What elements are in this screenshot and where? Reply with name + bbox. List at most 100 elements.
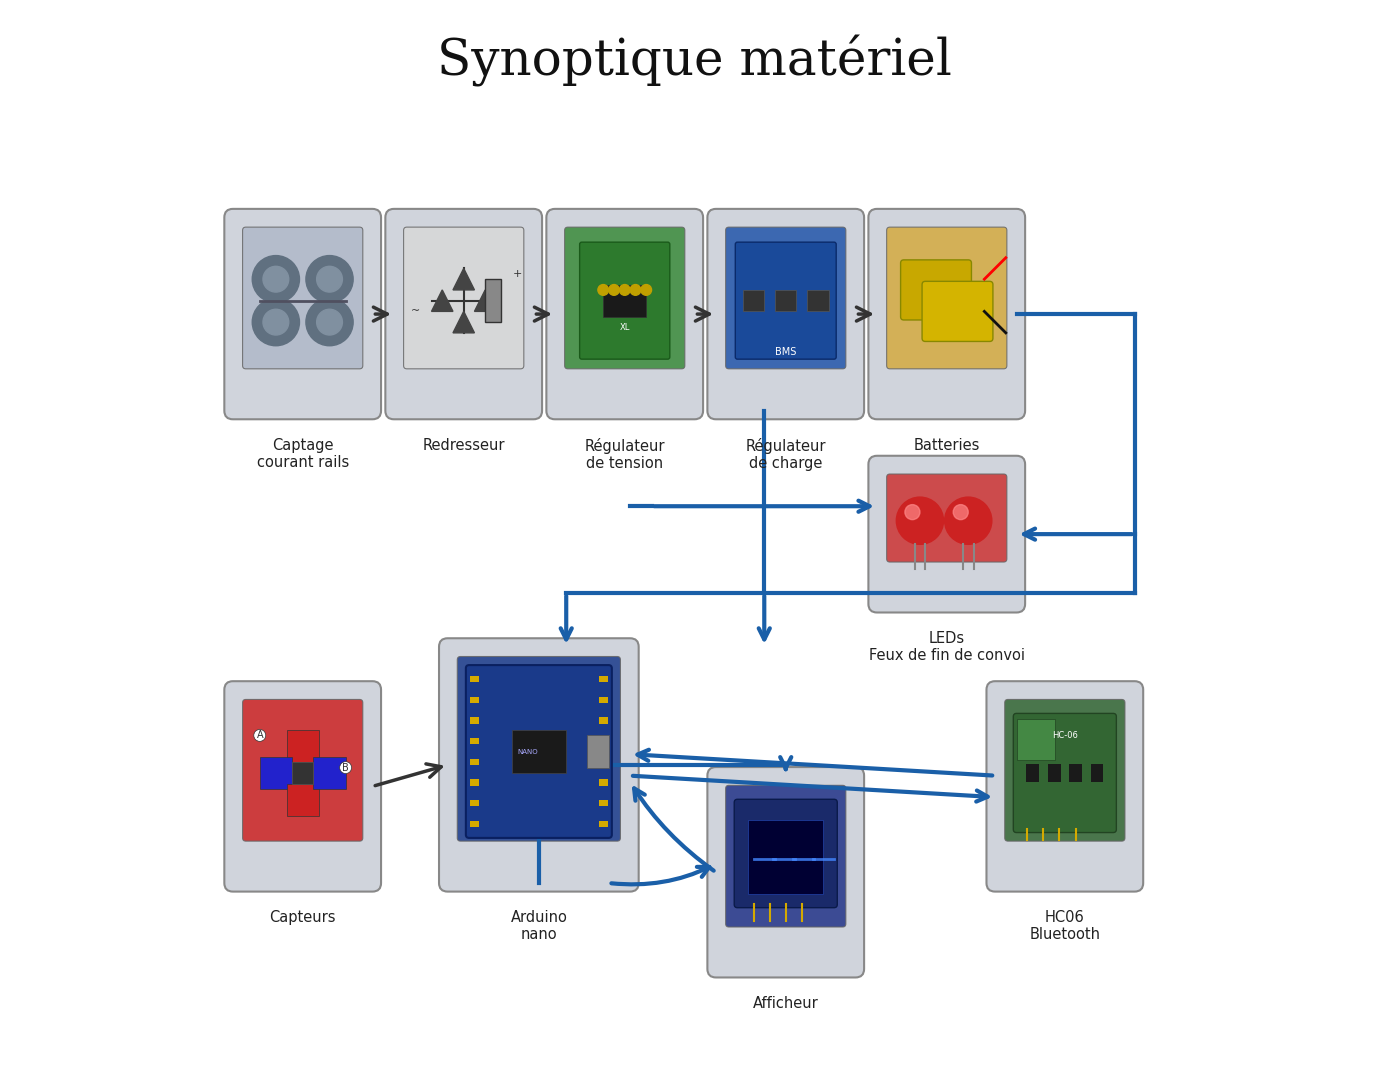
Circle shape <box>640 285 651 296</box>
Text: Afficheur: Afficheur <box>753 996 818 1011</box>
FancyBboxPatch shape <box>986 681 1143 891</box>
Bar <box>743 290 764 312</box>
FancyBboxPatch shape <box>465 665 611 838</box>
Text: XL: XL <box>619 323 631 332</box>
Text: Synoptique matériel: Synoptique matériel <box>438 35 951 87</box>
FancyBboxPatch shape <box>735 242 836 359</box>
FancyBboxPatch shape <box>457 656 621 842</box>
Bar <box>599 800 607 806</box>
Circle shape <box>253 256 300 303</box>
Bar <box>599 759 607 765</box>
Bar <box>599 779 607 786</box>
Bar <box>469 718 479 724</box>
Text: Arduino
nano: Arduino nano <box>510 910 567 942</box>
Bar <box>513 730 565 773</box>
Polygon shape <box>453 269 475 290</box>
FancyBboxPatch shape <box>886 474 1007 562</box>
Text: HC06
Bluetooth: HC06 Bluetooth <box>1029 910 1100 942</box>
Text: A: A <box>257 730 263 740</box>
FancyBboxPatch shape <box>707 767 864 978</box>
Bar <box>469 821 479 828</box>
FancyBboxPatch shape <box>868 209 1025 420</box>
Bar <box>599 718 607 724</box>
Circle shape <box>306 299 353 345</box>
Polygon shape <box>453 312 475 332</box>
FancyBboxPatch shape <box>725 227 846 369</box>
Circle shape <box>631 285 640 296</box>
Bar <box>1090 764 1103 781</box>
Circle shape <box>608 285 619 296</box>
Bar <box>292 762 314 783</box>
Circle shape <box>896 497 943 544</box>
FancyBboxPatch shape <box>707 209 864 420</box>
Circle shape <box>945 497 992 544</box>
Bar <box>469 697 479 704</box>
Bar <box>469 800 479 806</box>
Text: B: B <box>342 763 349 773</box>
Text: NANO: NANO <box>518 749 539 754</box>
Text: Batteries: Batteries <box>914 437 981 452</box>
Text: Capteurs: Capteurs <box>269 910 336 925</box>
FancyBboxPatch shape <box>564 227 685 369</box>
Bar <box>260 756 292 789</box>
Text: Régulateur
de tension: Régulateur de tension <box>585 437 665 470</box>
FancyBboxPatch shape <box>868 455 1025 613</box>
Circle shape <box>317 310 343 334</box>
FancyBboxPatch shape <box>243 699 363 842</box>
FancyBboxPatch shape <box>385 209 542 420</box>
Bar <box>314 756 346 789</box>
FancyBboxPatch shape <box>404 227 524 369</box>
FancyBboxPatch shape <box>886 227 1007 369</box>
FancyBboxPatch shape <box>439 639 639 891</box>
Text: HC-06: HC-06 <box>1051 730 1078 740</box>
Bar <box>286 783 319 816</box>
FancyBboxPatch shape <box>243 227 363 369</box>
Text: Redresseur: Redresseur <box>422 437 506 452</box>
FancyBboxPatch shape <box>922 282 993 341</box>
Bar <box>599 821 607 828</box>
Text: LEDs
Feux de fin de convoi: LEDs Feux de fin de convoi <box>868 631 1025 664</box>
FancyBboxPatch shape <box>225 681 381 891</box>
Bar <box>1026 764 1039 781</box>
Bar <box>1017 720 1056 760</box>
Text: Régulateur
de charge: Régulateur de charge <box>746 437 826 470</box>
Bar <box>469 675 479 682</box>
Bar <box>485 279 501 323</box>
Bar <box>1047 764 1061 781</box>
Circle shape <box>597 285 608 296</box>
Bar <box>599 738 607 745</box>
Polygon shape <box>475 290 496 312</box>
FancyBboxPatch shape <box>1014 713 1117 833</box>
Text: BMS: BMS <box>775 346 796 357</box>
Bar <box>599 697 607 704</box>
FancyBboxPatch shape <box>900 260 971 320</box>
Bar <box>1070 764 1082 781</box>
Text: ~: ~ <box>411 306 419 316</box>
FancyBboxPatch shape <box>725 786 846 927</box>
Circle shape <box>953 505 968 520</box>
FancyBboxPatch shape <box>735 800 838 907</box>
Bar <box>599 675 607 682</box>
Bar <box>603 285 646 317</box>
Circle shape <box>317 267 343 292</box>
Bar <box>469 779 479 786</box>
Polygon shape <box>432 290 453 312</box>
Bar <box>775 290 796 312</box>
FancyBboxPatch shape <box>579 242 669 359</box>
Circle shape <box>263 310 289 334</box>
Circle shape <box>263 267 289 292</box>
FancyBboxPatch shape <box>225 209 381 420</box>
Circle shape <box>253 299 300 345</box>
Circle shape <box>904 505 920 520</box>
Text: Captage
courant rails: Captage courant rails <box>257 437 349 470</box>
Bar <box>749 820 824 893</box>
Bar <box>469 759 479 765</box>
FancyBboxPatch shape <box>1004 699 1125 842</box>
FancyBboxPatch shape <box>546 209 703 420</box>
Bar <box>469 738 479 745</box>
Text: +: + <box>513 269 522 278</box>
Bar <box>807 290 829 312</box>
Circle shape <box>306 256 353 303</box>
Bar <box>588 736 608 767</box>
Circle shape <box>619 285 631 296</box>
